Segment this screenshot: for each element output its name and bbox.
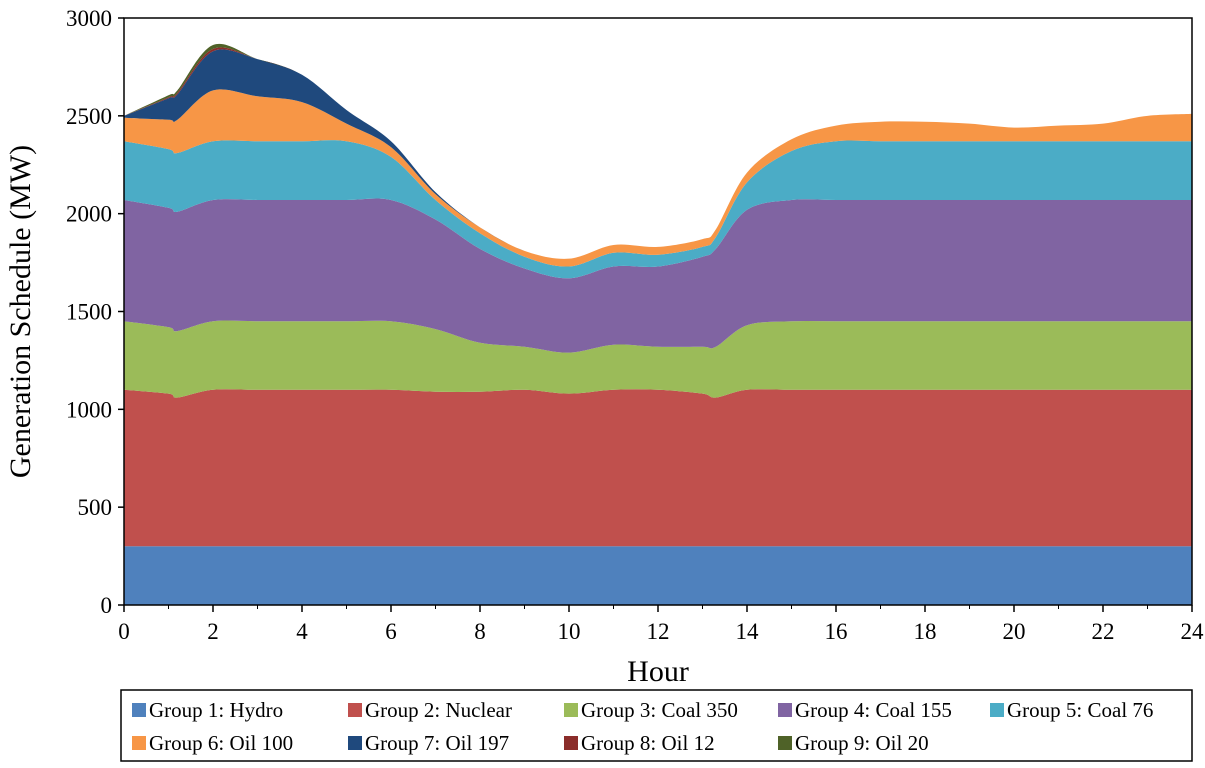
legend-label: Group 9: Oil 20: [795, 731, 929, 755]
x-tick-label: 20: [1003, 619, 1026, 644]
y-tick-label: 1500: [66, 300, 112, 325]
x-tick-label: 0: [118, 619, 130, 644]
area-series-6: [124, 89, 1192, 267]
legend-label: Group 7: Oil 197: [365, 731, 509, 755]
x-tick-label: 12: [647, 619, 670, 644]
y-tick-label: 2500: [66, 104, 112, 129]
y-tick-label: 3000: [66, 6, 112, 31]
legend-swatch: [990, 703, 1004, 717]
x-tick-label: 2: [207, 619, 219, 644]
legend-swatch: [132, 703, 146, 717]
x-tick-label: 16: [825, 619, 848, 644]
legend-label: Group 6: Oil 100: [149, 731, 293, 755]
legend-swatch: [564, 736, 578, 750]
area-series-5: [124, 140, 1192, 279]
x-tick-label: 14: [736, 619, 760, 644]
x-tick-label: 10: [558, 619, 581, 644]
legend-label: Group 5: Coal 76: [1007, 698, 1153, 722]
area-series-7: [124, 49, 1192, 259]
legend-swatch: [564, 703, 578, 717]
legend-label: Group 4: Coal 155: [795, 698, 952, 722]
x-tick-label: 4: [296, 619, 308, 644]
legend-label: Group 3: Coal 350: [581, 698, 738, 722]
y-tick-label: 1000: [66, 397, 112, 422]
legend-swatch: [778, 703, 792, 717]
x-tick-label: 8: [474, 619, 486, 644]
legend-swatch: [348, 703, 362, 717]
axes: 0 2 4 6 8 10 12 14 16 18 20 22 240500100015002000250…: [66, 6, 1204, 644]
legend-label: Group 1: Hydro: [149, 698, 283, 722]
y-tick-label: 2000: [66, 202, 112, 227]
legend-swatch: [132, 736, 146, 750]
legend: Group 1: Hydro Group 2: Nuclear Group 3: C…: [120, 689, 1193, 762]
legend-label: Group 8: Oil 12: [581, 731, 715, 755]
legend-swatch: [778, 736, 792, 750]
x-tick-label: 22: [1092, 619, 1115, 644]
legend-box: [120, 689, 1193, 762]
y-tick-label: 500: [78, 495, 113, 520]
area-series-3: [124, 320, 1192, 398]
y-tick-label: 0: [101, 593, 113, 618]
area-series-4: [124, 198, 1192, 353]
x-tick-label: 18: [914, 619, 937, 644]
legend-label: Group 2: Nuclear: [365, 698, 512, 722]
area-layer: [124, 43, 1192, 605]
x-axis-title: Hour: [627, 655, 689, 688]
x-tick-label: 24: [1181, 619, 1205, 644]
x-tick-label: 6: [385, 619, 397, 644]
area-series-1: [124, 546, 1192, 605]
area-series-2: [124, 389, 1192, 547]
legend-swatch: [348, 736, 362, 750]
y-axis-title: Generation Schedule (MW): [4, 145, 37, 478]
